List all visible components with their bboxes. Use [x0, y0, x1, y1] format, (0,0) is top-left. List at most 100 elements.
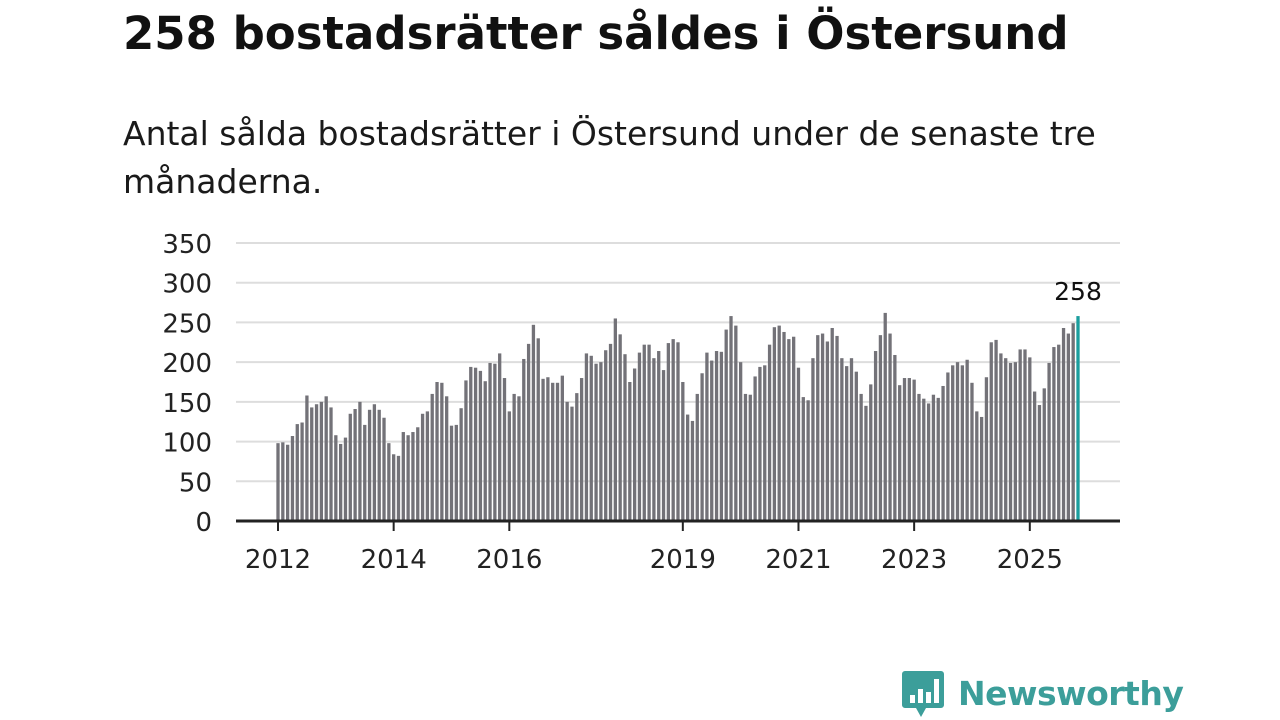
bar-9 [319, 401, 324, 521]
bar-115 [830, 327, 834, 521]
bar-46 [498, 353, 502, 521]
bar-130 [902, 378, 907, 521]
bar-116 [835, 335, 839, 521]
y-tick-label-50: 50 [179, 468, 212, 498]
x-tick-label-2014: 2014 [361, 545, 427, 575]
bar-126 [883, 312, 887, 521]
bar-100 [758, 366, 762, 521]
x-tick-label-2025: 2025 [997, 545, 1063, 575]
bar-30 [420, 413, 425, 521]
bar-105 [782, 331, 786, 521]
bar-143 [965, 359, 969, 521]
bar-7 [310, 407, 314, 521]
bar-114 [825, 341, 830, 521]
y-tick-label-250: 250 [162, 309, 212, 339]
bar-35 [445, 396, 449, 521]
bar-145 [975, 411, 979, 521]
bar-138 [941, 385, 945, 521]
bar-129 [898, 385, 902, 521]
bar-57 [551, 382, 555, 521]
bar-3 [290, 436, 295, 521]
bar-157 [1032, 391, 1037, 521]
bar-32 [430, 393, 434, 521]
bar-136 [931, 394, 936, 521]
bar-58 [555, 382, 560, 521]
bar-8 [314, 404, 319, 521]
bar-42 [478, 370, 483, 521]
bar-48 [507, 411, 511, 521]
bar-144 [970, 382, 974, 521]
bar-101 [763, 365, 767, 521]
bar-17 [358, 401, 362, 521]
bar-31 [425, 411, 430, 521]
bar-16 [353, 409, 357, 521]
y-tick-label-0: 0 [195, 508, 212, 538]
bar-128 [893, 354, 897, 521]
bar-79 [657, 351, 661, 521]
bar-76 [642, 344, 646, 521]
x-tick-label-2023: 2023 [881, 545, 947, 575]
bar-122 [864, 405, 868, 521]
y-tick-label-350: 350 [162, 230, 212, 260]
bar-37 [454, 424, 458, 521]
bar-25 [396, 455, 401, 521]
bar-159 [1042, 388, 1046, 521]
bar-111 [811, 358, 815, 521]
bar-160 [1047, 362, 1051, 521]
newsworthy-chat-bars-icon [902, 671, 944, 717]
bar-119 [849, 358, 854, 521]
bar-2 [285, 444, 290, 521]
bar-117 [840, 358, 844, 521]
bar-33 [435, 382, 439, 521]
bar-106 [787, 339, 791, 521]
bar-61 [570, 406, 574, 521]
bar-149 [994, 339, 998, 521]
bar-0 [276, 443, 280, 521]
newsworthy-logo: Newsworthy [902, 670, 1184, 718]
bar-64 [584, 353, 589, 521]
bar-53 [531, 324, 536, 521]
bar-92 [719, 351, 724, 521]
bar-96 [739, 362, 743, 521]
bar-147 [984, 377, 989, 521]
bar-151 [1004, 358, 1008, 521]
x-tick-label-2016: 2016 [476, 545, 542, 575]
bar-55 [541, 378, 545, 521]
x-tick-label-2012: 2012 [245, 545, 311, 575]
bar-60 [565, 401, 569, 521]
bar-107 [792, 336, 796, 521]
bar-163 [1061, 327, 1066, 521]
bar-83 [676, 342, 680, 521]
bar-27 [406, 435, 410, 521]
bar-123 [869, 384, 873, 521]
bar-62 [575, 393, 579, 521]
bar-38 [459, 408, 463, 521]
bar-39 [464, 380, 468, 521]
bar-131 [907, 378, 911, 521]
bar-127 [888, 333, 892, 521]
bar-20 [372, 404, 377, 521]
bars [276, 312, 1080, 521]
bar-22 [382, 417, 386, 521]
bar-155 [1023, 349, 1027, 521]
bar-74 [632, 368, 637, 521]
bar-45 [493, 363, 497, 521]
bar-18 [363, 424, 367, 521]
bar-36 [449, 425, 454, 521]
y-tick-label-200: 200 [162, 349, 212, 379]
bar-34 [440, 382, 444, 521]
bar-124 [873, 351, 878, 521]
bar-103 [772, 327, 777, 521]
y-tick-label-300: 300 [162, 270, 212, 300]
bar-120 [854, 371, 858, 521]
bar-28 [411, 432, 415, 521]
bar-52 [526, 343, 531, 521]
bar-90 [710, 360, 714, 521]
bar-112 [816, 335, 820, 521]
y-tick-label-100: 100 [162, 429, 212, 459]
bar-72 [623, 354, 627, 521]
y-axis-tick-labels: 0 50 100 150 200 250 300 350 [162, 230, 212, 538]
bar-70 [613, 318, 617, 521]
bar-146 [979, 416, 984, 521]
bar-80 [661, 370, 666, 521]
